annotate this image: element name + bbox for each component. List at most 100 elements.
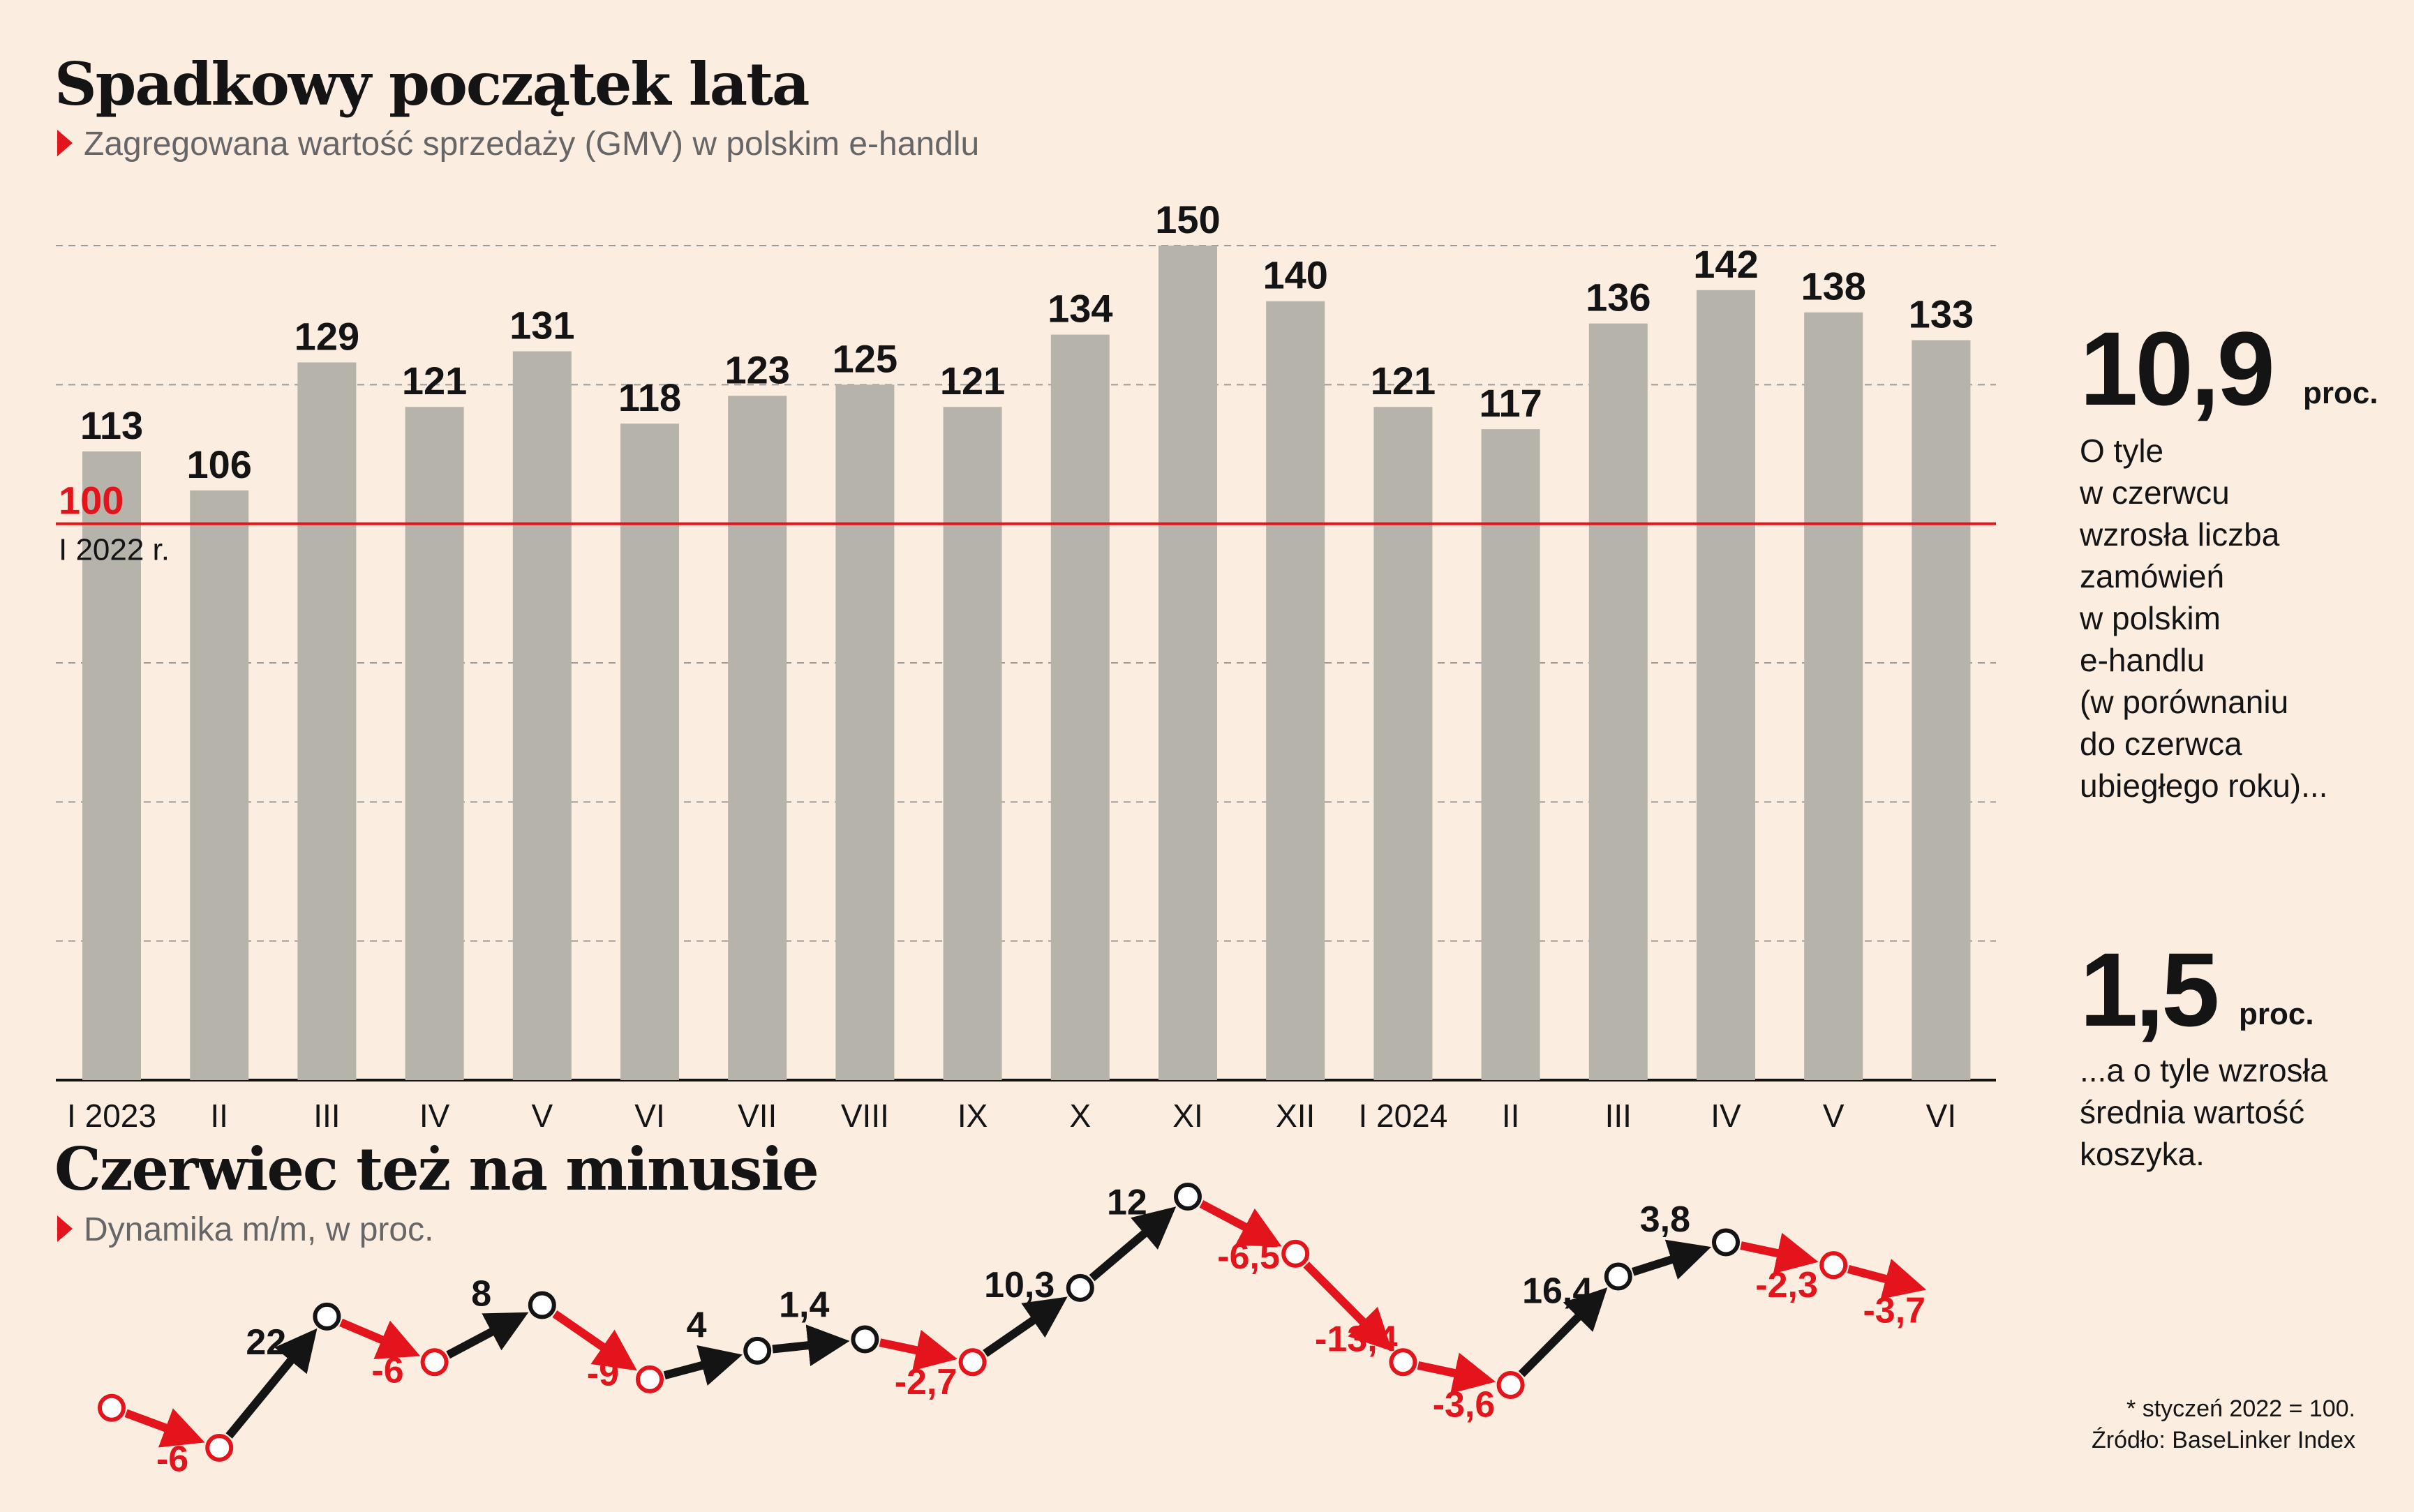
- change-arrow-4: [552, 1310, 637, 1371]
- x-tick-labels: I 2023 II III IV V VI VII VIII IX X XI XII I 2024 II I…: [67, 1098, 1956, 1134]
- change-arrow-12: [1417, 1352, 1496, 1394]
- bar-label-1: 106: [186, 442, 251, 486]
- bar-label-16: 138: [1801, 264, 1865, 308]
- bar-label-17: 133: [1909, 292, 1974, 336]
- bar-14: [1588, 323, 1648, 1080]
- reference-note: I 2022 r.: [59, 533, 170, 567]
- marker-2: [313, 1302, 341, 1331]
- stat-1-line-7: do czerwca: [2080, 726, 2242, 762]
- bar-label-10: 150: [1155, 197, 1220, 241]
- gridlines: [56, 245, 1996, 1081]
- stat-2-line-2: koszyka.: [2080, 1136, 2205, 1172]
- x-tick-13: II: [1502, 1098, 1520, 1134]
- stat-1-line-4: w polskim: [2079, 600, 2221, 636]
- change-label-1: 22: [246, 1322, 286, 1363]
- bar-11: [1266, 301, 1325, 1080]
- bar-15: [1697, 290, 1755, 1081]
- change-label-8: 10,3: [984, 1265, 1055, 1305]
- bar-1: [190, 490, 249, 1080]
- change-arrow-9: [1089, 1206, 1177, 1282]
- change-label-3: 8: [471, 1273, 491, 1314]
- marker-13: [1496, 1371, 1525, 1399]
- change-arrow-2: [339, 1318, 421, 1359]
- stat-1-line-3: zamówień: [2080, 558, 2224, 594]
- bar-label-13: 117: [1479, 381, 1542, 425]
- marker-3: [420, 1348, 449, 1377]
- change-arrow-1: [225, 1328, 318, 1439]
- bar-label-5: 118: [618, 375, 681, 419]
- stat-1-unit: proc.: [2303, 376, 2378, 410]
- stat-1-line-8: ubiegłego roku)...: [2080, 768, 2327, 804]
- marker-16: [1819, 1251, 1848, 1280]
- marker-10: [1174, 1183, 1202, 1211]
- bar-label-14: 136: [1586, 276, 1651, 320]
- bar-label-11: 140: [1262, 253, 1327, 297]
- bar-value-labels: 113 106 129 121 131 118 123 125 121 134 150 140 121 1…: [80, 197, 1974, 486]
- stat-2: 1,5 proc. ...a o tyle wzrosła średnia war…: [2080, 931, 2328, 1172]
- x-tick-0: I 2023: [67, 1098, 156, 1134]
- change-label-15: -2,3: [1755, 1265, 1818, 1305]
- line-chart-title: Czerwiec też na minusie: [54, 1135, 818, 1204]
- change-arrows: [124, 1200, 1927, 1448]
- change-labels: -6 22 -6 8 -9 4 1,4 -2,7 10,3 12 -6,5 -13,4 -3,6 16,4…: [156, 1182, 1925, 1479]
- x-tick-17: VI: [1926, 1098, 1956, 1134]
- x-tick-4: V: [531, 1098, 553, 1134]
- bar-13: [1481, 429, 1540, 1080]
- bar-label-2: 129: [295, 314, 359, 358]
- change-label-11: -13,4: [1315, 1319, 1398, 1360]
- change-arrow-11: [1303, 1262, 1392, 1352]
- bar-label-3: 121: [402, 359, 467, 403]
- change-arrow-6: [772, 1324, 850, 1367]
- stat-2-line-1: średnia wartość: [2080, 1094, 2304, 1130]
- marker-4: [528, 1291, 556, 1319]
- bar-label-7: 125: [833, 336, 897, 380]
- stat-2-value: 1,5: [2080, 931, 2217, 1048]
- x-tick-16: V: [1823, 1098, 1845, 1134]
- x-tick-2: III: [313, 1098, 340, 1134]
- marker-7: [851, 1325, 879, 1354]
- change-arrow-16: [1847, 1259, 1927, 1300]
- change-label-2: -6: [371, 1351, 403, 1391]
- change-label-10: -6,5: [1217, 1236, 1280, 1277]
- bar-label-4: 131: [509, 303, 574, 347]
- bar-3: [405, 407, 464, 1080]
- bar-6: [728, 396, 787, 1080]
- change-arrow-10: [1199, 1200, 1282, 1247]
- bar-label-15: 142: [1693, 242, 1758, 286]
- stat-2-description: ...a o tyle wzrosła średnia wartość koszyk…: [2080, 1052, 2328, 1172]
- stat-1-value: 10,9: [2080, 310, 2272, 427]
- change-arrow-7: [879, 1329, 958, 1371]
- x-tick-9: X: [1069, 1098, 1091, 1134]
- stat-1-line-2: wzrosła liczba: [2079, 516, 2280, 553]
- stat-1: 10,9 proc. O tyle w czerwcu wzrosła liczba…: [2079, 310, 2378, 804]
- x-tick-5: VI: [634, 1098, 664, 1134]
- x-tick-14: III: [1605, 1098, 1632, 1134]
- bar-chart-title: Spadkowy początek lata: [54, 50, 809, 119]
- change-label-4: -9: [587, 1354, 619, 1394]
- change-arrow-3: [446, 1312, 529, 1359]
- change-label-7: -2,7: [895, 1362, 958, 1402]
- stat-1-description: O tyle w czerwcu wzrosła liczba zamówień w p…: [2079, 433, 2327, 804]
- bar-label-9: 134: [1048, 287, 1112, 331]
- bar-4: [512, 351, 572, 1080]
- subtitle-arrow-icon: [57, 130, 73, 156]
- change-arrow-0: [124, 1408, 205, 1448]
- x-tick-11: XII: [1276, 1098, 1315, 1134]
- change-label-6: 1,4: [779, 1285, 829, 1326]
- stat-1-line-5: e-handlu: [2080, 642, 2205, 678]
- change-label-12: -3,6: [1433, 1385, 1496, 1425]
- bar-label-12: 121: [1371, 359, 1436, 403]
- bar-0: [82, 451, 141, 1080]
- bar-label-8: 121: [940, 359, 1005, 403]
- bar-2: [297, 362, 357, 1081]
- x-tick-8: IX: [958, 1098, 988, 1134]
- change-arrow-14: [1631, 1239, 1712, 1280]
- bar-8: [943, 407, 1002, 1080]
- marker-14: [1604, 1262, 1632, 1291]
- change-label-14: 3,8: [1640, 1199, 1690, 1240]
- marker-5: [636, 1365, 664, 1393]
- marker-8: [958, 1348, 987, 1377]
- line-chart-subtitle: Dynamika m/m, w proc.: [84, 1211, 433, 1248]
- reference-label: 100: [59, 479, 124, 523]
